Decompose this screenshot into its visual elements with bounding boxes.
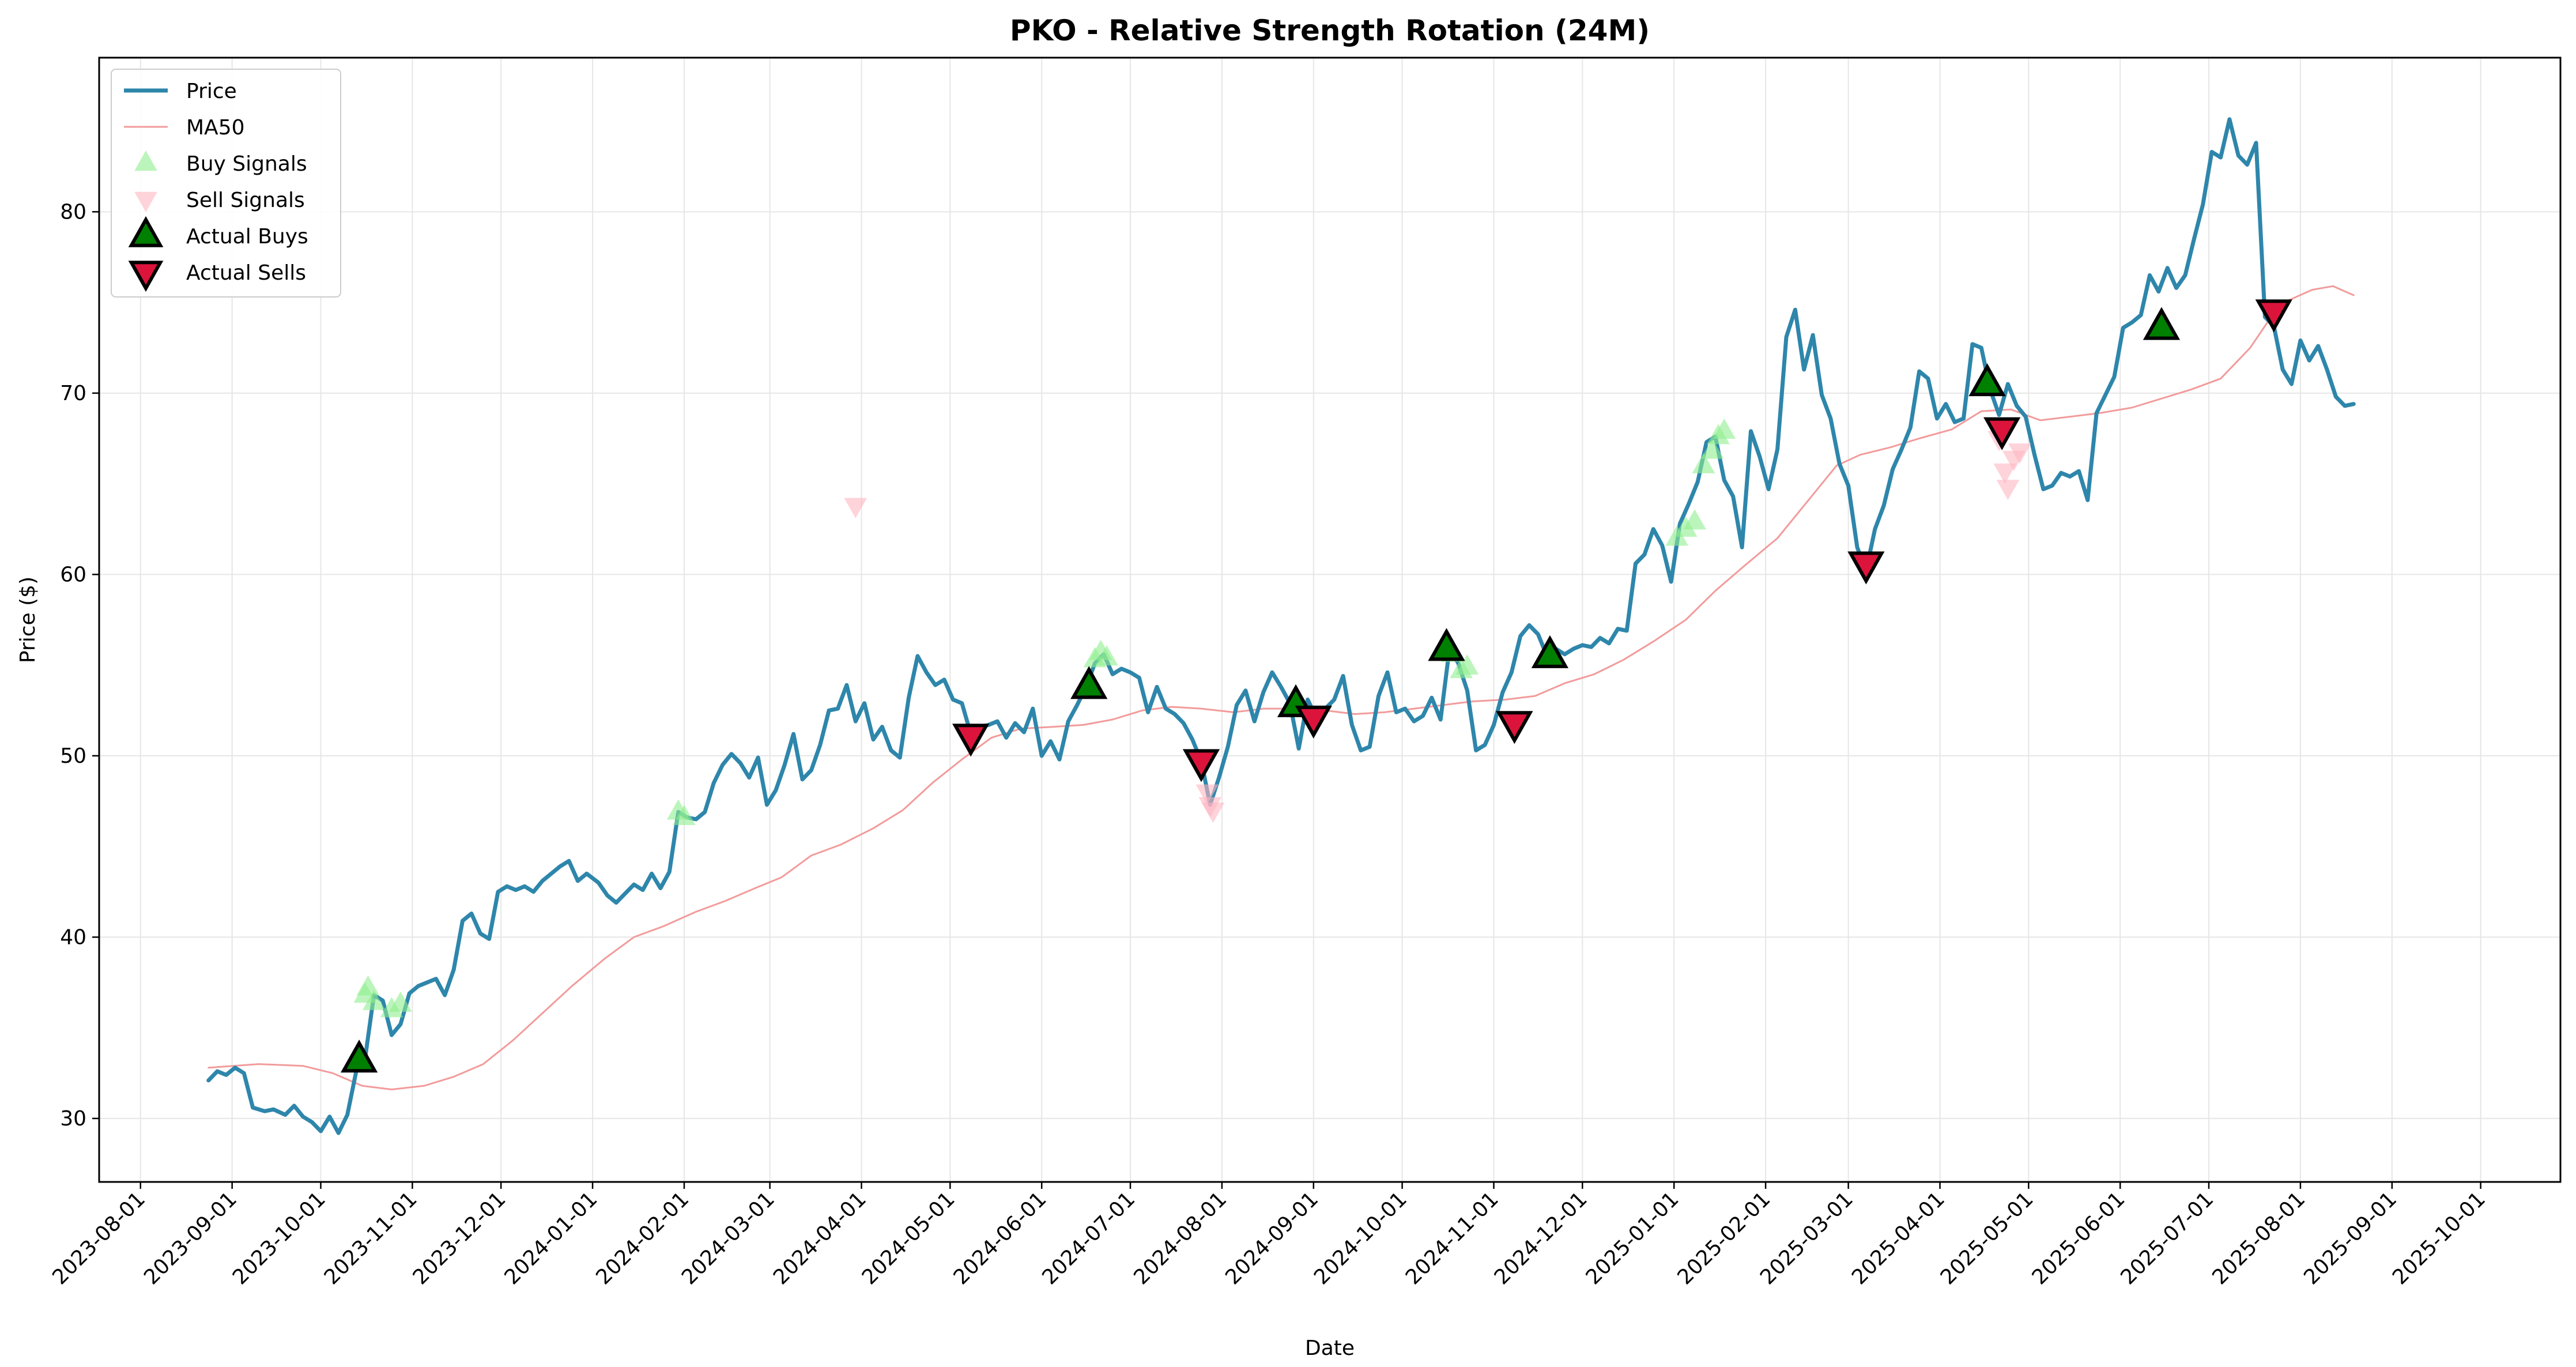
actual-buy-marker [1070, 666, 1108, 699]
actual-sell-marker [1496, 711, 1533, 744]
plot-frame [98, 57, 2562, 1183]
buy-signal-marker [1683, 509, 1706, 530]
buy-signal-marker [380, 997, 403, 1018]
sell-signal-marker [1201, 803, 1225, 823]
buy-signal-marker [1692, 453, 1715, 473]
legend: Price MA50 Buy Signals Sell Signals Actual B… [111, 69, 341, 297]
actual-sell-marker [1847, 551, 1885, 585]
legend-swatch-actual-buy [128, 216, 164, 247]
y-tick-label: 50 [60, 744, 86, 768]
actual-sell-marker [1295, 705, 1332, 739]
actual-buy-marker [1428, 628, 1465, 661]
signal-layer [353, 418, 2031, 1018]
sell-signal-marker [844, 498, 868, 518]
actual-buy-marker [2143, 307, 2181, 340]
legend-label: MA50 [186, 116, 245, 140]
legend-box [111, 69, 341, 297]
chart-title: PKO - Relative Strength Rotation (24M) [1010, 14, 1650, 47]
buy-signal-marker [362, 989, 386, 1010]
actual-sell-marker [1182, 749, 1220, 782]
legend-label: Actual Buys [186, 225, 308, 248]
buy-signal-marker [1095, 645, 1118, 666]
price-line [206, 117, 2356, 1135]
actual-buy-marker [1531, 635, 1569, 668]
y-tick-label: 70 [60, 382, 86, 405]
y-axis-label: Price ($) [16, 577, 40, 663]
y-tick-label: 40 [60, 925, 86, 949]
buy-signal-marker [1455, 654, 1479, 675]
actual-buy-marker [1968, 363, 2006, 397]
legend-label: Actual Sells [186, 261, 306, 285]
buy-signal-marker [1713, 418, 1736, 439]
sell-signal-marker [1195, 784, 1219, 805]
sell-signal-marker [1993, 463, 2017, 484]
legend-label: Buy Signals [186, 152, 307, 176]
price-layer [206, 117, 2356, 1135]
legend-swatch-sell-signal [134, 191, 157, 212]
buy-signal-marker [673, 804, 696, 826]
x-axis-label: Date [1305, 1336, 1355, 1360]
buy-signal-marker [389, 991, 412, 1012]
legend-swatch-buy-signal [134, 150, 157, 171]
actual-sell-marker [2255, 299, 2292, 333]
actual-buy-marker [340, 1040, 378, 1073]
buy-signal-marker [1701, 438, 1724, 459]
actual-sell-marker [1983, 417, 2021, 450]
sell-signal-marker [2008, 443, 2031, 464]
y-tick-label: 60 [60, 563, 86, 586]
grid-layer [99, 58, 2560, 1182]
legend-swatch-actual-sell [128, 261, 164, 292]
y-tick-label: 80 [60, 200, 86, 224]
actual-sell-marker [952, 724, 990, 757]
legend-label: Sell Signals [186, 189, 305, 212]
sell-signal-marker [1996, 480, 2020, 500]
legend-label: Price [186, 80, 237, 103]
y-tick-label: 30 [60, 1107, 86, 1131]
actual-trades-layer [340, 299, 2292, 1073]
